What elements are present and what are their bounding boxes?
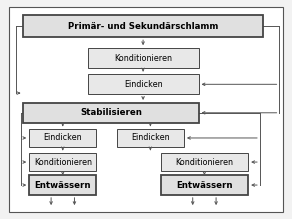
Bar bbox=[23, 15, 263, 37]
Text: Stabilisieren: Stabilisieren bbox=[80, 108, 142, 117]
Bar bbox=[88, 48, 199, 68]
Text: Entwässern: Entwässern bbox=[176, 180, 233, 190]
Text: Entwässern: Entwässern bbox=[34, 180, 91, 190]
Text: Primär- und Sekundärschlamm: Primär- und Sekundärschlamm bbox=[68, 22, 218, 31]
Text: Konditionieren: Konditionieren bbox=[175, 157, 233, 167]
Text: Eindicken: Eindicken bbox=[124, 80, 162, 89]
Bar bbox=[23, 103, 199, 123]
Bar bbox=[117, 129, 184, 147]
Bar bbox=[29, 153, 96, 171]
Bar bbox=[29, 129, 96, 147]
Text: Konditionieren: Konditionieren bbox=[34, 157, 92, 167]
Text: Eindicken: Eindicken bbox=[44, 133, 82, 143]
Text: Konditionieren: Konditionieren bbox=[114, 53, 172, 63]
Text: Eindicken: Eindicken bbox=[131, 133, 170, 143]
Bar bbox=[88, 74, 199, 94]
Bar bbox=[161, 153, 248, 171]
Bar bbox=[161, 175, 248, 195]
Bar bbox=[29, 175, 96, 195]
